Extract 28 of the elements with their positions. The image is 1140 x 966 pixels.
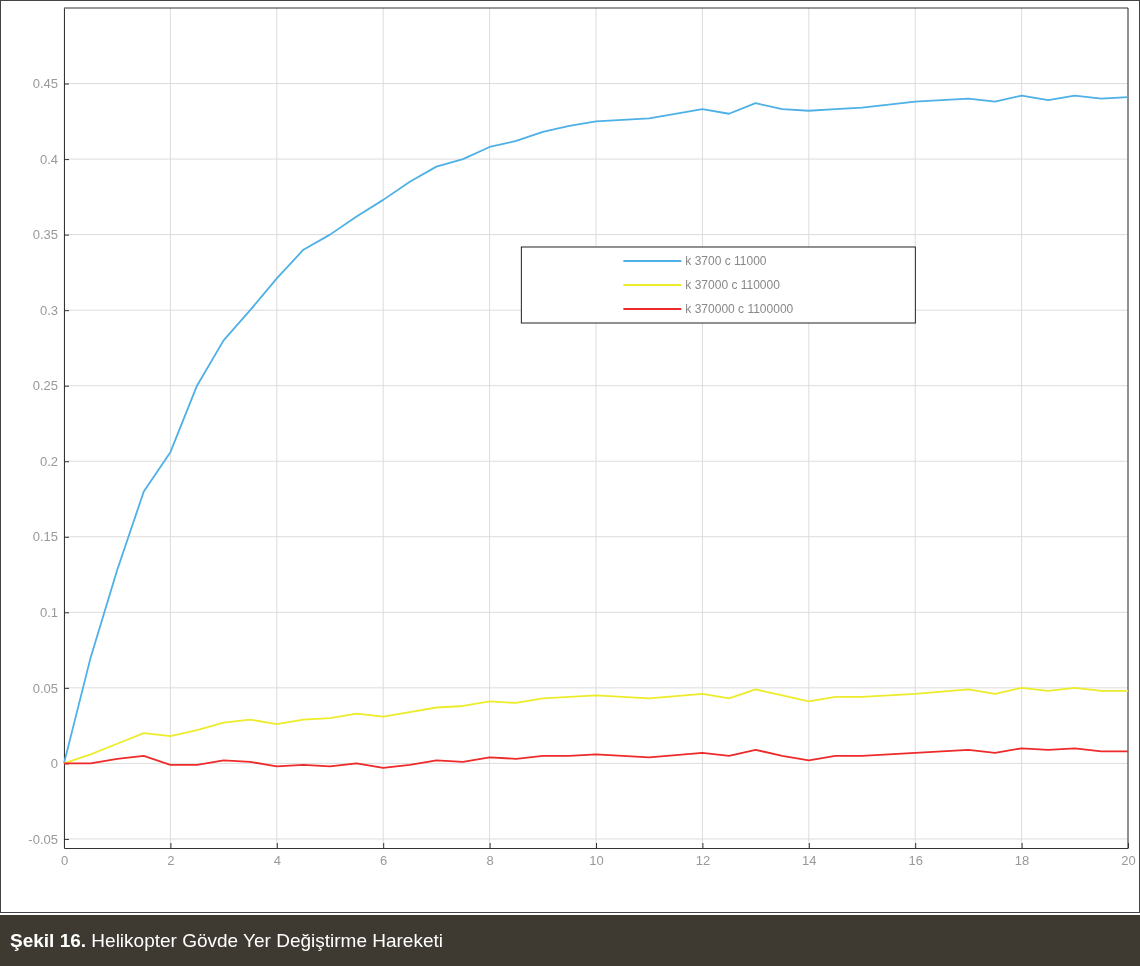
x-tick-label: 8 (486, 853, 494, 869)
line-series (63, 747, 1129, 769)
line-series (63, 94, 1129, 765)
x-tick-label: 10 (589, 853, 604, 869)
y-tick-label: 0.2 (39, 453, 58, 469)
x-tick-label: 18 (1014, 853, 1030, 869)
x-tick-label: 6 (380, 853, 388, 869)
y-tick-label: -0.05 (28, 831, 58, 847)
x-tick-label: 4 (273, 853, 281, 869)
x-tick-label: 12 (695, 853, 711, 869)
y-tick-label: 0.45 (32, 76, 58, 92)
y-tick-label: 0.35 (32, 227, 58, 243)
text: Şekil 16. Helikopter Gövde Yer Değiştirme Hareketi (10, 930, 443, 951)
x-tick-label: 0 (60, 853, 69, 869)
y-tick-label: 0.25 (32, 378, 58, 394)
x-tick-label: 20 (1121, 853, 1136, 869)
x-tick-label: 14 (802, 853, 817, 869)
y-tick-label: 0.1 (39, 604, 58, 620)
legend-label: k 3700 c 11000 (685, 254, 767, 268)
x-tick-label: 16 (908, 853, 923, 869)
x-tick-label: 2 (167, 853, 175, 869)
y-tick-label: 0 (50, 756, 58, 772)
y-tick-label: 0.15 (32, 529, 58, 545)
y-tick-label: 0.3 (39, 302, 58, 318)
y-tick-label: 0.4 (39, 151, 58, 167)
legend-label: k 370000 c 1100000 (685, 302, 794, 316)
y-tick-label: 0.05 (32, 680, 58, 696)
legend-label: k 37000 c 110000 (685, 278, 781, 292)
